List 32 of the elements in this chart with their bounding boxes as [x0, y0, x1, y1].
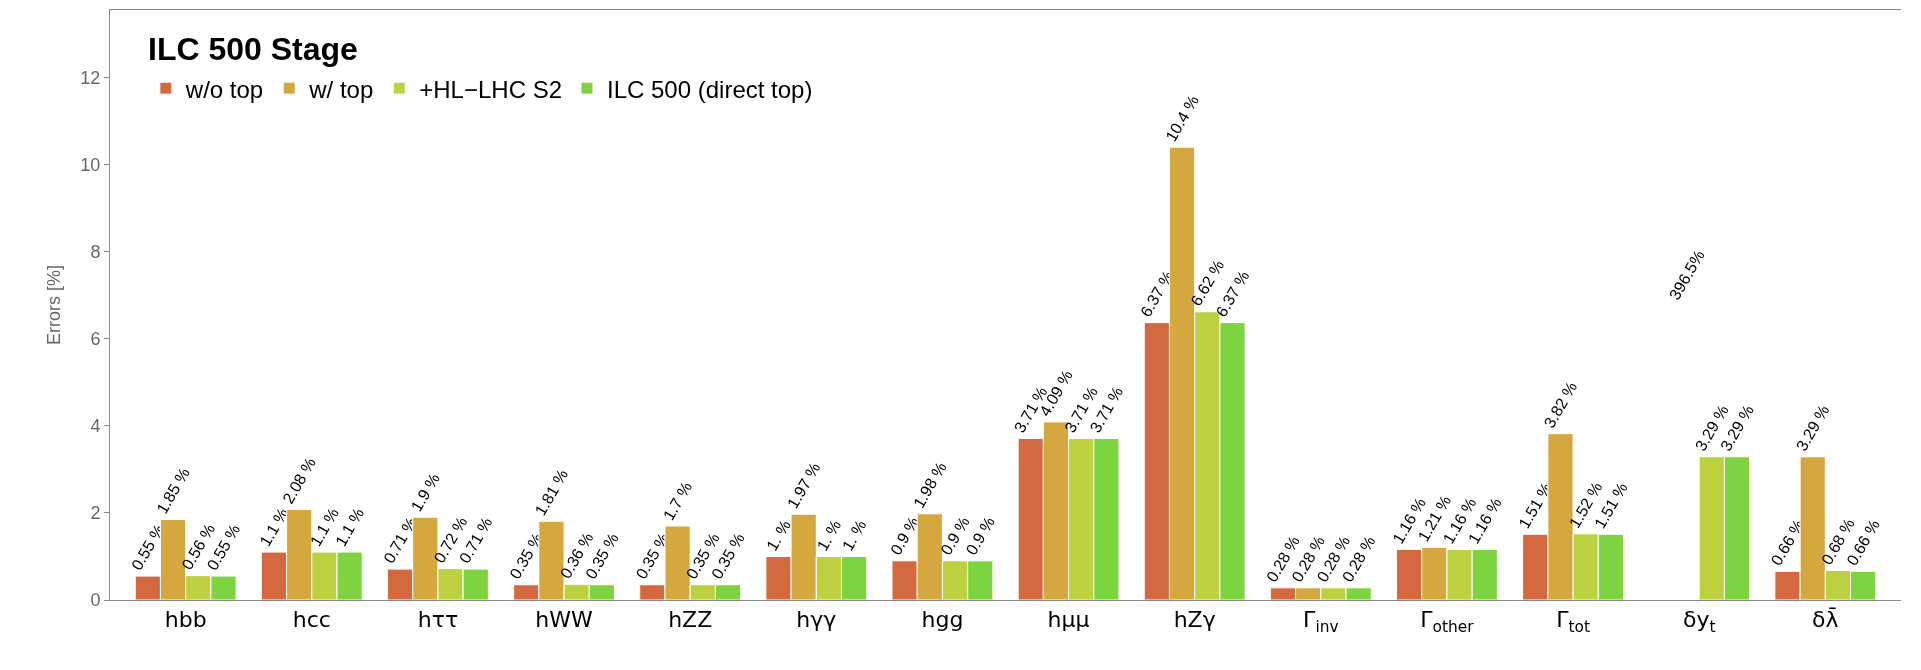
y-tick-label: 10: [80, 154, 101, 175]
x-tick-label: hZZ: [668, 607, 713, 633]
x-tick-label: Γ$_{tot}$: [1556, 607, 1590, 637]
x-tick-label: hγγ: [796, 607, 837, 633]
x-tick-label: hμμ: [1047, 607, 1090, 633]
legend-label: w/ top: [308, 75, 374, 103]
x-tick-label: hcc: [292, 607, 331, 633]
legend-label: +HL−LHC S2: [419, 75, 562, 103]
x-tick-label: δλ̄: [1812, 607, 1839, 633]
data-label: 1.9 %: [407, 470, 443, 515]
x-tick-label: hZγ: [1173, 607, 1216, 633]
y-tick-label: 2: [90, 503, 101, 524]
y-tick-label: 4: [90, 416, 101, 437]
data-label: 1.7 %: [659, 479, 696, 523]
x-tick-label: δy$_{t}$: [1682, 607, 1716, 637]
data-label: 1. %: [763, 517, 794, 554]
y-axis-title: Errors [%]: [43, 264, 64, 346]
x-tick-label: Γ$_{other}$: [1420, 607, 1475, 637]
y-tick-label: 6: [90, 329, 101, 350]
x-tick-label: hττ: [417, 607, 459, 633]
data-label: 0.9 %: [887, 513, 923, 558]
x-tick-label: Γ$_{inv}$: [1303, 607, 1339, 637]
x-tick-label: hWW: [535, 607, 594, 633]
x-tick-label: hbb: [164, 607, 207, 633]
x-tick-label: hgg: [921, 607, 964, 633]
y-tick-label: 8: [90, 241, 101, 262]
y-tick-label: 0: [90, 590, 101, 611]
text: ILC 500 Stage: [148, 31, 358, 67]
legend-label: w/o top: [184, 75, 264, 103]
y-tick-label: 12: [80, 67, 101, 88]
data-label: 1.1 %: [256, 505, 292, 550]
legend-label: ILC 500 (direct top): [606, 75, 813, 103]
